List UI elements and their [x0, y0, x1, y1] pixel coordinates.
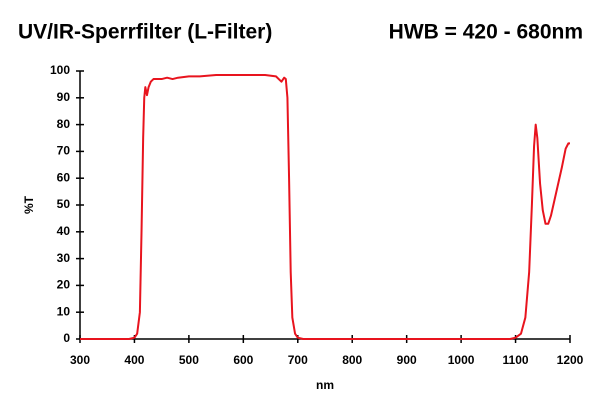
x-tick-label: 700 — [288, 353, 308, 367]
x-tick-label: 600 — [233, 353, 253, 367]
x-tick-label: 1000 — [448, 353, 475, 367]
x-tick-label: 500 — [179, 353, 199, 367]
y-tick-label: 60 — [57, 170, 71, 184]
x-tick-label: 400 — [124, 353, 144, 367]
chart-title: UV/IR-Sperrfilter (L-Filter) — [18, 21, 272, 44]
x-tick-label: 1100 — [503, 353, 529, 367]
y-tick-label: 90 — [57, 90, 71, 104]
x-axis-label: nm — [316, 378, 334, 392]
y-tick-label: 50 — [57, 197, 71, 211]
y-tick-label: 0 — [63, 331, 70, 345]
x-tick-label: 1200 — [557, 353, 584, 367]
y-tick-label: 70 — [57, 144, 71, 158]
chart-subtitle: HWB = 420 - 680nm — [389, 21, 583, 44]
y-tick-label: 100 — [50, 63, 70, 77]
y-tick-label: 80 — [57, 117, 71, 131]
y-tick-label: 40 — [57, 224, 71, 238]
x-tick-label: 300 — [70, 353, 90, 367]
series-line — [80, 74, 570, 340]
y-tick-label: 20 — [57, 278, 71, 292]
x-tick-label: 800 — [342, 353, 362, 367]
y-tick-label: 10 — [57, 304, 71, 318]
x-tick-label: 900 — [397, 353, 417, 367]
y-axis-label: %T — [22, 195, 36, 214]
y-tick-label: 30 — [57, 251, 71, 265]
